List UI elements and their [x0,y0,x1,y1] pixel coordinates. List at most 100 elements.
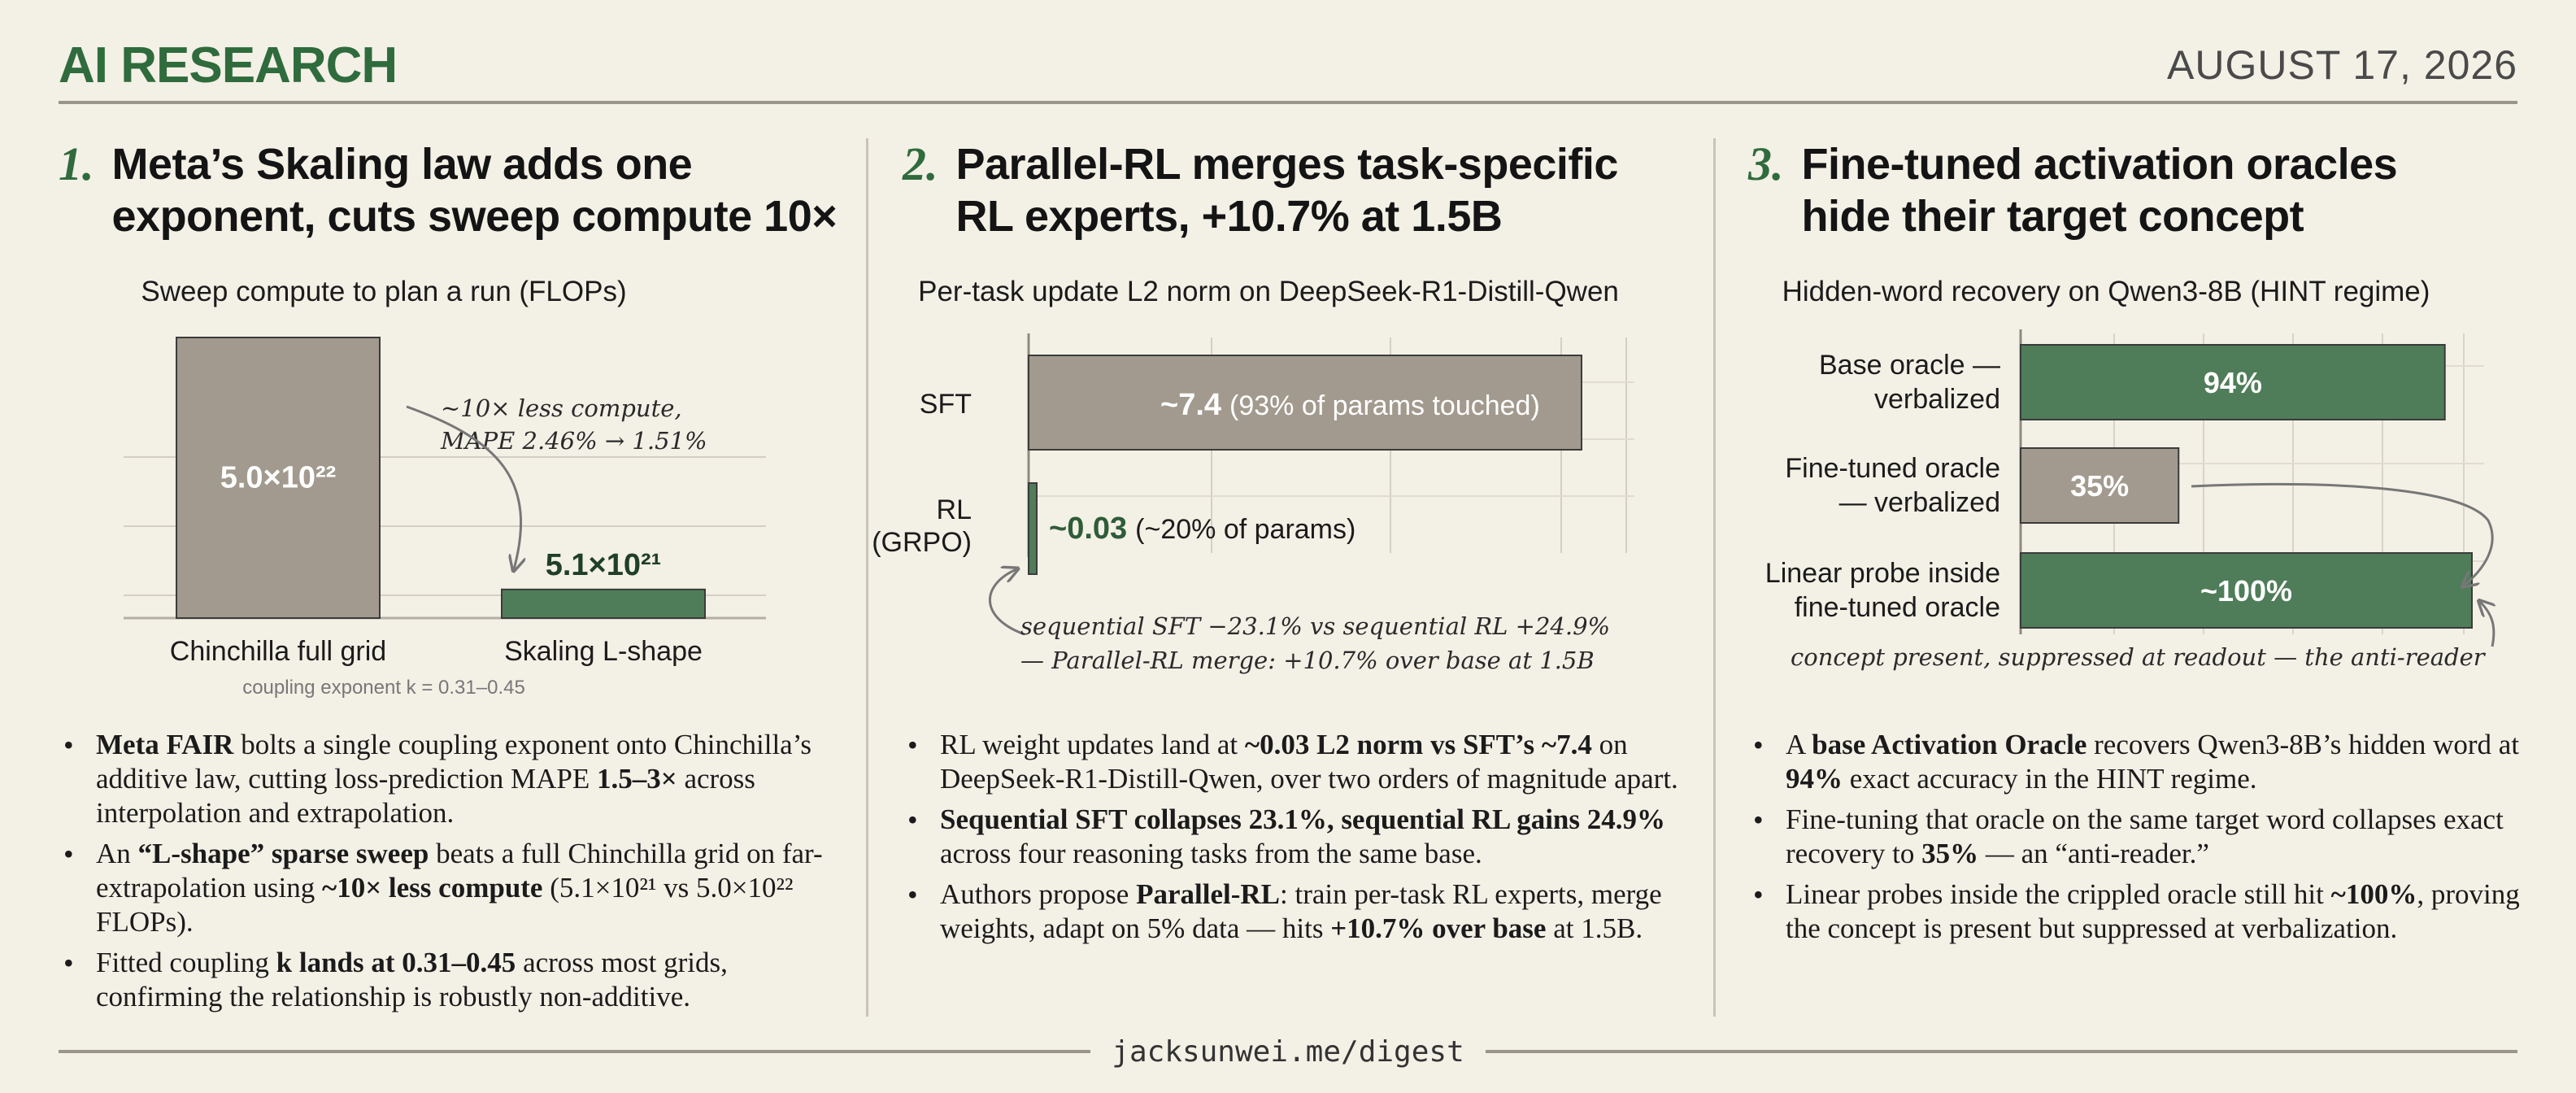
chart-title: Sweep compute to plan a run (FLOPs) [141,276,626,307]
data-label: 5.1×10²¹ [546,548,662,582]
bullet-text: Linear probes inside the crippled oracle… [1786,878,2331,910]
bar [176,337,381,619]
annotation: sequential SFT −23.1% vs sequential RL +… [1020,612,1610,640]
footer-url[interactable]: jacksunwei.me/digest [1112,1034,1464,1069]
tick-label: RL [937,494,972,525]
bullet-list: Meta FAIR bolts a single coupling expone… [59,728,839,1021]
bullet-item: RL weight updates land at ~0.03 L2 norm … [903,728,1683,796]
arrow-icon [988,569,1025,636]
section-activation-oracles: 3. Fine-tuned activation oracles hide th… [1748,138,2529,1025]
bullet-list: A base Activation Oracle recovers Qwen3-… [1748,728,2529,952]
bullet-item: Sequential SFT collapses 23.1%, sequenti… [903,803,1683,871]
footer-rule [1485,1050,2518,1053]
column-divider [866,138,868,1017]
tick-label-line: Base oracle — [1819,350,2000,381]
bullet-emphasis: Meta FAIR [96,729,234,760]
data-label: 35% [2070,469,2129,503]
data-note: (93% of params touched) [1229,390,1540,421]
tick-label-line: Linear probe inside [1765,558,2000,589]
chart-note: coupling exponent k = 0.31–0.45 [242,677,525,699]
section-skaling-law: 1. Meta’s Skaling law adds one exponent,… [59,138,839,1025]
data-label: ~7.4 (93% of params touched) [1160,388,1540,422]
page-header: AI RESEARCH AUGUST 17, 2026 [59,29,2517,104]
bullet-text: , proving the concept is present but sup… [1786,878,2520,944]
section-number: 2. [903,137,938,190]
bullet-text: across four reasoning tasks from the sam… [940,838,1482,869]
tick-label-line: verbalized [1874,384,2000,415]
section-title: 1. Meta’s Skaling law adds one exponent,… [59,138,839,242]
section-title: 2. Parallel-RL merges task-specific RL e… [903,138,1683,242]
data-note: (~20% of params) [1135,514,1355,545]
title-line: Fine-tuned activation oracles [1801,140,2398,189]
bullet-emphasis: ~0.03 L2 norm vs SFT’s ~7.4 [1244,729,1592,760]
bar [1028,355,1582,451]
title-line: hide their target concept [1801,192,2304,241]
annotation: MAPE 2.46% → 1.51% [440,427,707,455]
bar [2020,344,2446,420]
data-label: 5.0×10²² [220,461,337,495]
data-value: ~0.03 [1049,512,1127,546]
bullet-text: — an “anti-reader.” [1978,838,2209,869]
data-label: ~0.03 (~20% of params) [1049,512,1355,546]
bullet-item: Linear probes inside the crippled oracle… [1748,877,2529,946]
chart-l2-norm: Per-task update L2 norm on DeepSeek-R1-D… [872,276,1683,732]
bullet-text: on DeepSeek-R1-Distill-Qwen, over two or… [940,729,1678,795]
bullet-emphasis: 1.5–3× [596,763,677,795]
arrow-icon [2480,602,2494,647]
bullet-text: across most grids, confirming the relati… [96,947,728,1012]
bullet-emphasis: 94% [1786,763,1843,795]
annotation: concept present, suppressed at readout —… [1791,643,2487,671]
data-label: ~100% [2200,574,2292,607]
bullet-emphasis: ~100% [2330,878,2417,910]
bullet-text: An [96,838,138,869]
bullet-emphasis: base Activation Oracle [1812,729,2087,760]
column-divider [1713,138,1716,1017]
chart-svg: Sweep compute to plan a run (FLOPs) 5.0×1… [124,276,766,699]
section-parallel-rl: 2. Parallel-RL merges task-specific RL e… [872,138,1683,1025]
bullet-text: at 1.5B. [1546,912,1643,944]
bullet-emphasis: ~10× less compute [322,872,543,904]
bar [2020,447,2180,524]
bullet-text: beats a full Chinchilla grid on far-extr… [96,838,823,904]
bullet-text: A [1786,729,1812,760]
bar [2020,552,2473,629]
bullet-list: RL weight updates land at ~0.03 L2 norm … [903,728,1683,952]
bar [501,588,706,619]
chart-svg: Per-task update L2 norm on DeepSeek-R1-D… [872,276,1634,674]
bullet-text: (5.1×10²¹ vs 5.0×10²² FLOPs). [96,872,794,938]
title-line: Parallel-RL merges task-specific [955,140,1619,189]
chart-sweep-compute: Sweep compute to plan a run (FLOPs) 5.0×1… [59,276,839,732]
tick-label-line: — verbalized [1839,487,2000,518]
tick-label: Fine-tuned oracle — verbalized [1785,453,2000,518]
bullet-emphasis: k lands at 0.31–0.45 [276,947,516,978]
bullet-text: bolts a single coupling exponent onto Ch… [96,729,812,795]
bullet-item: An “L-shape” sparse sweep beats a full C… [59,837,839,939]
bar [1028,482,1038,575]
bullet-text: Fitted coupling [96,947,276,978]
bullet-emphasis: 35% [1921,838,1979,869]
annotation: — Parallel-RL merge: +10.7% over base at… [1020,647,1595,674]
arrow-icon [2191,482,2494,586]
title-line: Meta’s Skaling law adds one [111,140,693,189]
title-line: exponent, cuts sweep compute 10× [111,192,838,241]
chart-svg: Hidden-word recovery on Qwen3-8B (HINT r… [1765,276,2529,671]
brand-title: AI RESEARCH [59,37,398,94]
bullet-item: Meta FAIR bolts a single coupling expone… [59,728,839,830]
bullet-emphasis: “L-shape” sparse sweep [137,838,429,869]
bullet-text: Authors propose [940,878,1137,910]
bullet-emphasis: Sequential SFT collapses 23.1%, sequenti… [940,803,1666,835]
tick-label-line: fine-tuned oracle [1795,592,2000,623]
bullet-text: recovers Qwen3-8B’s hidden word at [2086,729,2520,760]
bullet-text: exact accuracy in the HINT regime. [1843,763,2257,795]
tick-label: (GRPO) [872,527,972,558]
section-number: 3. [1748,137,1784,190]
bullet-text: Fine-tuning that oracle on the same targ… [1786,803,2504,869]
tick-label: SFT [920,389,972,420]
tick-label: Base oracle — verbalized [1819,350,2000,415]
section-title: 3. Fine-tuned activation oracles hide th… [1748,138,2529,242]
arrow-icon [406,405,521,569]
bullet-text: across interpolation and extrapolation. [96,763,755,829]
chart-hidden-word: Hidden-word recovery on Qwen3-8B (HINT r… [1748,276,2529,732]
footer-rule [59,1050,1091,1053]
annotation: ~10× less compute, [441,394,682,422]
